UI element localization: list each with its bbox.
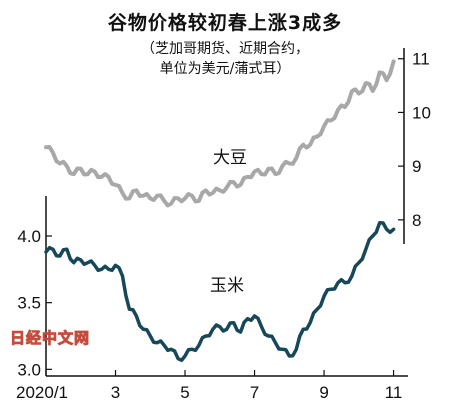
x-tick-label: 7 bbox=[250, 383, 259, 402]
watermark-text: 日经中文网 bbox=[10, 329, 90, 347]
left-tick-label: 3.0 bbox=[17, 360, 41, 379]
right-tick-label: 11 bbox=[412, 50, 430, 69]
series-label-soybean: 大豆 bbox=[213, 148, 247, 168]
left-tick-label: 4.0 bbox=[17, 227, 41, 246]
right-tick-label: 9 bbox=[412, 157, 421, 176]
x-tick-label: 2020/1 bbox=[16, 383, 68, 402]
x-tick-label: 5 bbox=[180, 383, 189, 402]
series-label-corn: 玉米 bbox=[210, 276, 244, 296]
x-tick-label: 3 bbox=[111, 383, 120, 402]
right-tick-label: 10 bbox=[412, 103, 431, 122]
x-tick-label: 11 bbox=[385, 383, 403, 402]
x-tick-label: 9 bbox=[319, 383, 328, 402]
right-tick-label: 8 bbox=[412, 211, 421, 230]
series-line-soybean bbox=[46, 61, 394, 205]
left-tick-label: 3.5 bbox=[17, 294, 41, 313]
